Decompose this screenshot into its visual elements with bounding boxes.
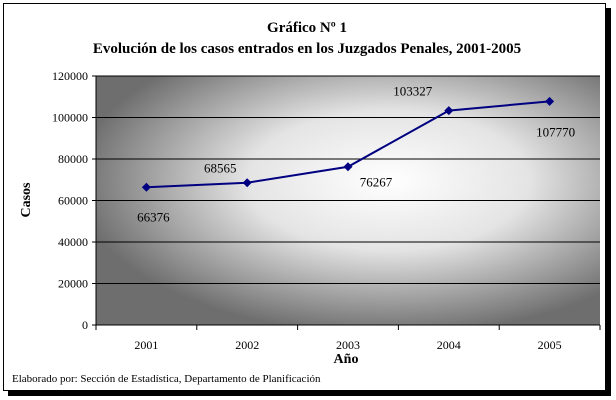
y-tick-label: 80000 [58, 152, 88, 166]
y-tick-label: 0 [82, 318, 88, 332]
data-label: 107770 [536, 124, 575, 139]
data-point-marker [141, 182, 151, 192]
data-label: 66376 [137, 209, 170, 224]
series-group [141, 96, 555, 192]
chart-subtitle: Evolución de los casos entrados en los J… [93, 41, 521, 57]
y-tick-label: 60000 [58, 194, 88, 208]
data-labels: 66376 68565 76267 103327 107770 [137, 84, 575, 225]
x-tick-label: 2005 [538, 338, 562, 352]
source-note: Elaborado por: Sección de Estadística, D… [12, 373, 321, 385]
data-label: 68565 [204, 161, 237, 176]
y-axis-ticks: 0 20000 40000 60000 80000 100000 120000 [52, 69, 96, 332]
data-point-marker [545, 96, 555, 106]
data-label: 103327 [393, 84, 433, 99]
x-axis-ticks: 2001 2002 2003 2004 2005 [95, 325, 601, 352]
data-point-marker [242, 178, 252, 188]
gridlines [96, 75, 600, 284]
data-label: 76267 [360, 175, 393, 190]
y-tick-label: 20000 [58, 277, 88, 291]
y-axis-title: Casos [19, 182, 34, 218]
x-tick-label: 2002 [235, 338, 259, 352]
data-point-marker [343, 162, 353, 172]
x-axis-title: Año [334, 352, 359, 367]
y-tick-label: 100000 [52, 111, 88, 125]
data-point-marker [444, 106, 454, 116]
chart-title: Gráfico Nº 1 [267, 20, 347, 36]
x-tick-label: 2003 [336, 338, 360, 352]
x-tick-label: 2001 [134, 338, 158, 352]
y-tick-label: 40000 [58, 235, 88, 249]
x-tick-label: 2004 [437, 338, 461, 352]
y-tick-label: 120000 [52, 69, 88, 83]
